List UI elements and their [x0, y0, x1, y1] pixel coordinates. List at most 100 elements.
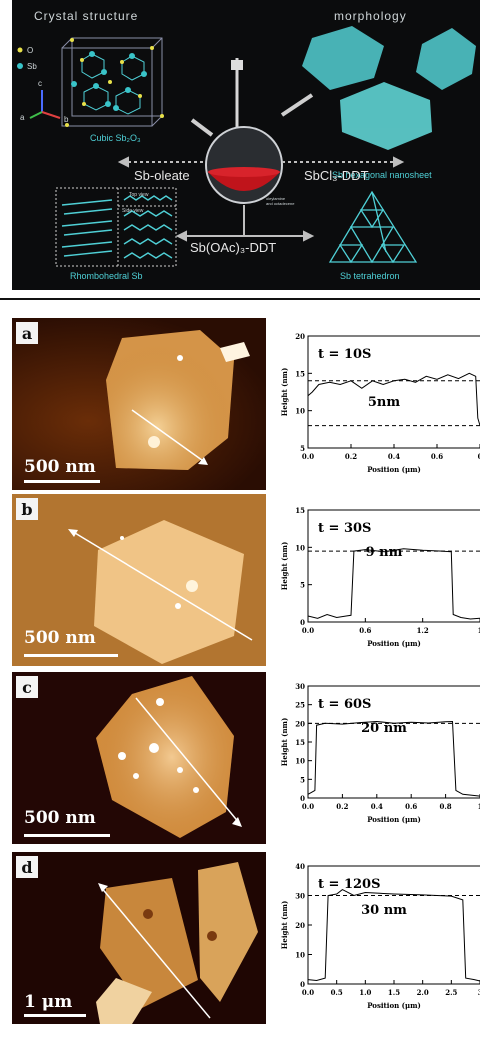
profile-line-c — [135, 697, 241, 825]
y-tick-label: 40 — [295, 862, 305, 871]
crystal-structure-title: Crystal structure — [34, 9, 138, 23]
cubic-sb2o3-label: Cubic Sb₂O₃ — [90, 133, 141, 143]
oxygen-legend-dot — [17, 47, 23, 53]
height-profile-plot-b: 0 5 10 15 0.0 0.6 1.2 1 t = 30S 9 nm Height (nm) Po… — [278, 500, 480, 672]
cubic-sb2o3-structure-icon — [61, 37, 164, 127]
legend-sb-label: Sb — [27, 62, 37, 71]
figure-separator — [0, 298, 480, 300]
axis-b-label: b — [64, 115, 69, 124]
thickness-label: 20 nm — [361, 721, 407, 736]
antimony-legend-dot — [17, 63, 23, 69]
height-profile-plot-a: 5 10 15 20 0.0 0.2 0.4 0.6 0 t = 10S 5nm Height (nm… — [278, 326, 480, 498]
scale-bar-label-d: 1 μm — [24, 992, 73, 1012]
height-profile-line — [307, 548, 480, 620]
height-profile-line — [307, 720, 480, 797]
time-label: t = 120S — [318, 877, 380, 892]
scale-bar-label-a: 500 nm — [24, 457, 96, 477]
reaction-arrows — [117, 156, 405, 242]
thickness-label: 30 nm — [361, 903, 407, 918]
height-profile-line — [307, 372, 480, 426]
x-tick-label: 0.2 — [345, 452, 357, 461]
time-label: t = 30S — [318, 521, 371, 536]
particle-blob — [220, 342, 250, 362]
x-tick-label: 1.2 — [417, 626, 429, 635]
axis-a-label: a — [20, 113, 25, 122]
scale-bar-label-b: 500 nm — [24, 628, 96, 648]
flask-note-1: oleylamine — [266, 196, 286, 201]
y-tick-label: 5 — [300, 775, 305, 784]
x-tick-label: 0.4 — [388, 452, 400, 461]
time-label: t = 60S — [318, 697, 371, 712]
x-tick-label: 0.0 — [302, 626, 314, 635]
x-axis-label: Position (μm) — [367, 815, 421, 824]
y-tick-label: 30 — [295, 892, 305, 901]
y-tick-label: 0 — [300, 794, 305, 803]
scale-bar-label-c: 500 nm — [24, 808, 96, 828]
synthesis-schematic: Crystal structure morphology O Sb c a b — [12, 0, 480, 290]
hex-nanosheet-label: Sb hexagonal nanosheet — [332, 170, 432, 180]
x-tick-label: 0.2 — [336, 802, 348, 811]
panel-label-a: a — [16, 322, 38, 344]
x-axis-label: Position (μm) — [367, 465, 421, 474]
x-tick-label: 0.6 — [405, 802, 417, 811]
sb-oleate-label: Sb-oleate — [134, 168, 190, 183]
y-tick-label: 0 — [300, 618, 305, 627]
profile-line-d — [99, 885, 211, 1019]
sb-tetrahedron-label: Sb tetrahedron — [340, 271, 400, 281]
profile-line-b — [69, 529, 253, 641]
y-tick-label: 15 — [295, 738, 305, 747]
reaction-flask-icon — [190, 58, 314, 204]
afm-image-a: a 500 nm — [12, 318, 266, 490]
sb-hexagonal-nanosheet-icon — [302, 26, 476, 150]
thickness-label: 9 nm — [366, 545, 403, 560]
morphology-title: morphology — [334, 9, 407, 23]
time-label: t = 10S — [318, 347, 371, 362]
x-tick-label: 2.0 — [417, 988, 429, 997]
afm-image-d: d 1 μm — [12, 852, 266, 1024]
x-tick-label: 0.8 — [440, 802, 452, 811]
y-tick-label: 10 — [295, 543, 305, 552]
x-tick-label: 0.6 — [431, 452, 443, 461]
x-tick-label: 0.6 — [359, 626, 371, 635]
y-tick-label: 5 — [300, 444, 305, 453]
sb-tetrahedron-icon — [328, 190, 418, 264]
crystal-axes-icon — [29, 90, 61, 119]
x-tick-label: 0.0 — [302, 802, 314, 811]
x-axis-label: Position (μm) — [367, 639, 421, 648]
x-tick-label: 2.5 — [445, 988, 457, 997]
y-tick-label: 15 — [295, 506, 305, 515]
legend-o-label: O — [27, 46, 33, 55]
y-axis-label: Height (nm) — [280, 368, 289, 417]
y-tick-label: 5 — [300, 581, 305, 590]
y-tick-label: 10 — [295, 951, 305, 960]
x-tick-label: 0.0 — [302, 988, 314, 997]
x-tick-label: 0.5 — [331, 988, 343, 997]
height-profile-plot-c: 0 5 10 15 20 25 30 0.0 0.2 0.4 0.6 0.8 1 t = 60S 20 nm… — [278, 676, 480, 848]
x-tick-label: 1 — [478, 626, 480, 635]
scale-bar-d — [24, 1014, 86, 1017]
y-tick-label: 15 — [295, 369, 305, 378]
y-tick-label: 20 — [295, 332, 305, 341]
y-tick-label: 25 — [295, 701, 305, 710]
rhombohedral-sb-structure-icon — [55, 187, 177, 267]
thickness-label: 5nm — [368, 395, 400, 410]
y-tick-label: 10 — [295, 757, 305, 766]
panel-label-c: c — [16, 676, 38, 698]
y-tick-label: 0 — [300, 980, 305, 989]
side-view-label: Side view — [122, 208, 144, 214]
scale-bar-a — [24, 480, 100, 483]
height-profile-plot-d: 0 10 20 30 40 0.0 0.5 1.0 1.5 2.0 2.5 3 t = 120S 30 n… — [278, 856, 480, 1036]
x-tick-label: 1 — [478, 802, 480, 811]
y-axis-label: Height (nm) — [280, 542, 289, 591]
height-profile-line — [307, 889, 480, 982]
axis-c-label: c — [38, 79, 42, 88]
x-tick-label: 0.0 — [302, 452, 314, 461]
x-tick-label: 0.4 — [371, 802, 383, 811]
x-tick-label: 1.5 — [388, 988, 400, 997]
plot-frame — [307, 335, 480, 449]
sbcl3-ddt-label: SbCl₃-DDT — [304, 168, 369, 183]
afm-image-c: c 500 nm — [12, 672, 266, 844]
scale-bar-b — [24, 654, 118, 657]
flask-note-2: and octadecene — [266, 201, 295, 206]
plot-frame — [307, 509, 480, 623]
